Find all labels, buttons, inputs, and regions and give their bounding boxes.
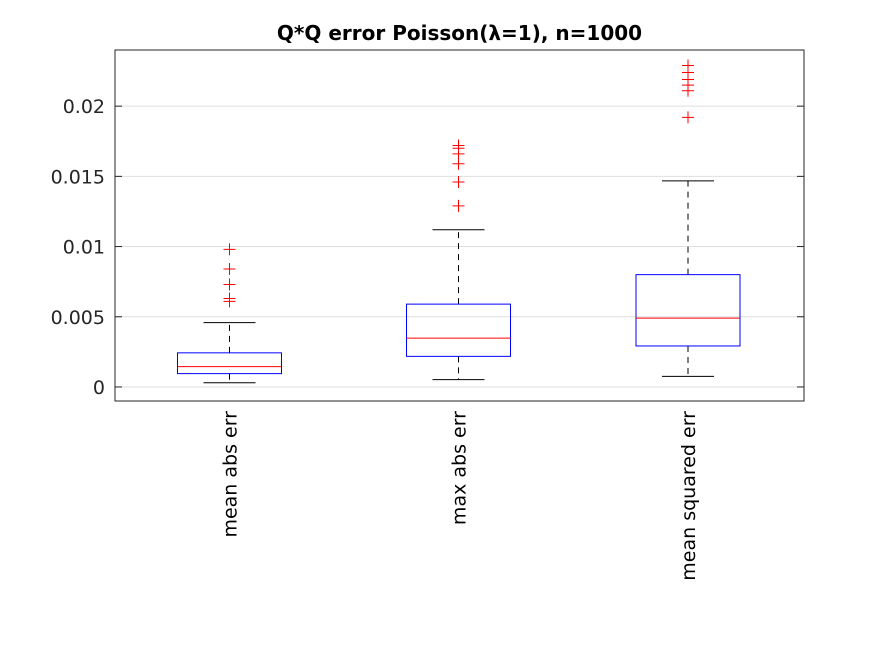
box-group — [177, 243, 282, 384]
y-tick-label: 0.01 — [63, 237, 105, 259]
y-tick-label: 0 — [93, 377, 105, 399]
outlier-marker — [223, 278, 236, 291]
boxes — [177, 59, 741, 384]
category-label: max abs err — [449, 411, 471, 525]
outlier-marker — [223, 243, 236, 256]
outlier-marker — [682, 111, 694, 124]
category-label: mean abs err — [220, 411, 242, 538]
y-tick-label: 0.02 — [63, 96, 105, 118]
plot-area-frame — [114, 49, 805, 402]
category-labels: mean abs err max abs err mean squared err — [220, 411, 701, 581]
iqr-box — [406, 303, 511, 357]
box-group — [635, 59, 741, 377]
outlier-marker — [452, 175, 465, 188]
outlier-marker — [452, 199, 465, 212]
outlier-marker — [682, 59, 694, 72]
iqr-box — [635, 274, 741, 347]
outlier-marker — [452, 139, 465, 152]
category-label: mean squared err — [678, 411, 700, 581]
iqr-box — [177, 352, 282, 375]
y-tick-label: 0.005 — [51, 307, 105, 329]
outlier-marker — [223, 292, 236, 305]
outlier-marker — [223, 263, 236, 276]
box-group — [406, 139, 511, 381]
chart-title: Q*Q error Poisson(λ=1), n=1000 — [277, 21, 642, 45]
y-axis-ticks: 0 0.005 0.01 0.015 0.02 — [51, 96, 804, 399]
y-tick-label: 0.015 — [51, 166, 105, 188]
